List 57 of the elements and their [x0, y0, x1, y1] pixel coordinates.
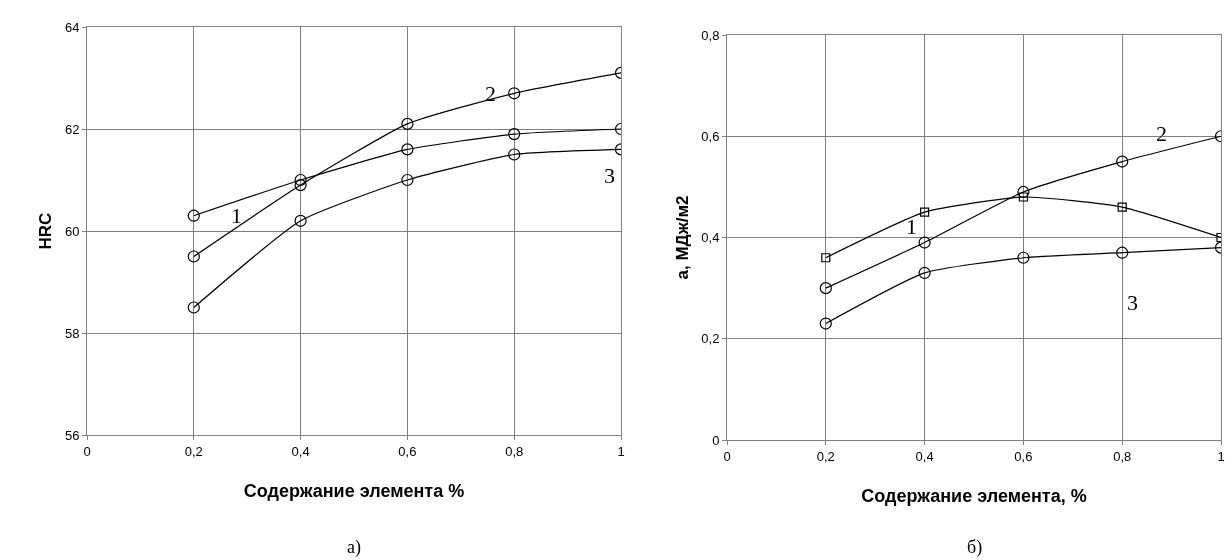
point: [187, 209, 200, 222]
x-tick-label: 0,2: [184, 443, 203, 459]
x-axis-title: Содержание элемента, %: [861, 485, 1087, 506]
point: [508, 87, 521, 100]
series-label: 2: [1156, 121, 1167, 146]
point: [918, 236, 931, 249]
series-label: 1: [906, 214, 917, 239]
point: [401, 117, 414, 130]
series-label: 3: [1127, 290, 1138, 315]
text: б): [967, 537, 983, 558]
text: а): [347, 537, 361, 558]
x-tick-label: 1: [617, 443, 625, 459]
x-axis-title: Содержание элемента %: [243, 480, 465, 501]
point: [294, 214, 307, 227]
point: [1018, 192, 1028, 202]
x-tick-label: 0,6: [398, 443, 417, 459]
y-tick-label: 0,4: [701, 230, 720, 246]
y-tick-label: 0: [712, 432, 720, 448]
point: [1116, 246, 1129, 259]
x-tick-label: 0,2: [816, 448, 835, 464]
point: [1017, 185, 1030, 199]
point: [1117, 202, 1127, 212]
series-label: 3: [604, 163, 615, 188]
point: [187, 301, 200, 314]
point: [294, 179, 307, 192]
point: [508, 128, 521, 141]
x-tick-label: 0,4: [291, 443, 310, 459]
series-label: 1: [231, 203, 242, 228]
x-tick-label: 0,4: [915, 448, 934, 464]
y-tick-label: 56: [64, 427, 80, 443]
point: [1116, 155, 1129, 168]
x-tick-label: 1: [1217, 448, 1225, 464]
y-tick-label: 64: [64, 19, 80, 35]
x-tick-label: 0,8: [505, 443, 524, 459]
x-tick-label: 0,6: [1014, 448, 1033, 464]
y-axis-title: а, МДж/м2: [672, 195, 692, 280]
point: [821, 253, 831, 263]
point: [819, 317, 832, 330]
y-tick-label: 60: [64, 223, 80, 239]
point: [401, 143, 414, 156]
y-tick-label: 0,8: [701, 27, 720, 43]
point: [294, 173, 307, 187]
point: [187, 250, 200, 263]
point: [508, 148, 521, 161]
point: [920, 207, 930, 217]
x-tick-label: 0,8: [1113, 448, 1132, 464]
point: [918, 266, 931, 280]
point: [401, 173, 414, 187]
x-tick-label: 0: [723, 448, 731, 464]
point: [1017, 251, 1030, 264]
y-tick-label: 0,2: [701, 331, 720, 347]
x-tick-label: 0: [83, 443, 91, 459]
y-tick-label: 62: [64, 121, 80, 137]
y-axis-title: HRC: [36, 212, 56, 250]
y-tick-label: 0,6: [701, 128, 720, 144]
y-tick-label: 58: [64, 325, 80, 341]
point: [819, 282, 832, 295]
